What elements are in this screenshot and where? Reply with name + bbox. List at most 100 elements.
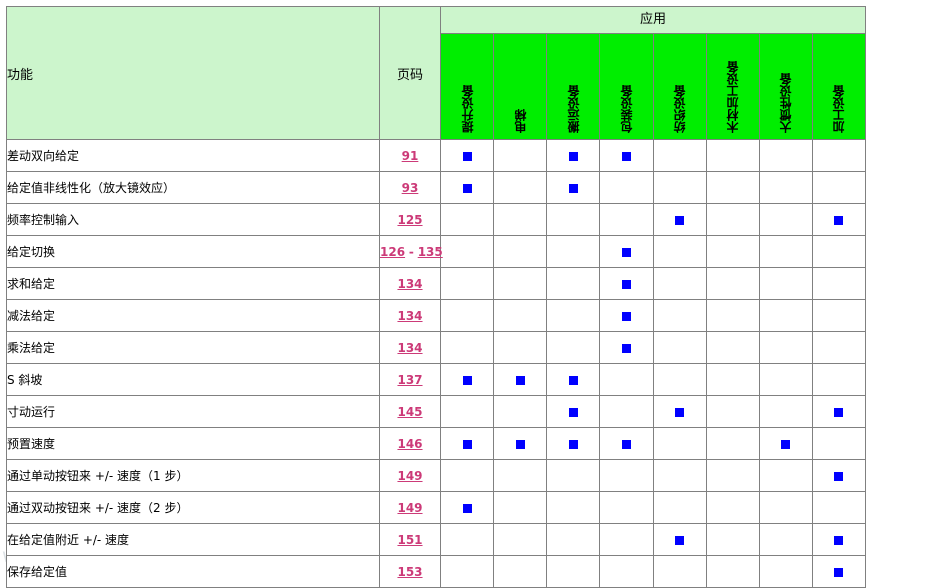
empty-marker: [781, 248, 790, 257]
cell-function-name: 通过单动按钮来 +/- 速度（1 步）: [6, 459, 380, 492]
cell-empty: [758, 395, 813, 428]
empty-marker: [675, 280, 684, 289]
cell-function-name: 差动双向给定: [6, 139, 380, 172]
cell-marked: [546, 427, 601, 460]
cell-page-reference: 153: [379, 555, 441, 588]
blue-square-marker-icon: [621, 440, 631, 449]
cell-page-reference: 126 - 135: [379, 235, 443, 268]
cell-empty: [652, 139, 707, 172]
cell-marked: [599, 427, 654, 460]
cell-empty: [599, 523, 654, 556]
empty-marker: [622, 408, 631, 417]
empty-marker: [781, 536, 790, 545]
blue-square-marker-icon: [515, 376, 525, 385]
page-link[interactable]: 135: [417, 244, 443, 259]
empty-marker: [834, 184, 843, 193]
cell-empty: [705, 299, 760, 332]
cell-function-name: 求和给定: [6, 267, 380, 300]
page-link[interactable]: 93: [401, 180, 419, 195]
empty-marker: [728, 344, 737, 353]
empty-marker: [834, 440, 843, 449]
cell-empty: [493, 267, 548, 300]
cell-function-name: 保存给定值: [6, 555, 380, 588]
empty-marker: [516, 568, 525, 577]
column-header-label: 电梯: [513, 109, 528, 133]
cell-empty: [652, 171, 707, 204]
empty-marker: [516, 248, 525, 257]
cell-empty: [811, 139, 867, 172]
page-link[interactable]: 134: [397, 340, 423, 355]
empty-marker: [569, 504, 578, 513]
empty-marker: [569, 536, 578, 545]
page-link[interactable]: 91: [401, 148, 419, 163]
empty-marker: [834, 504, 843, 513]
cell-function-name: 频率控制输入: [6, 203, 380, 236]
cell-empty: [652, 555, 707, 588]
cell-empty: [439, 267, 495, 300]
cell-empty: [758, 363, 813, 396]
empty-marker: [516, 504, 525, 513]
cell-empty: [811, 171, 867, 204]
blue-square-marker-icon: [515, 440, 525, 449]
blue-square-marker-icon: [834, 216, 844, 225]
cell-marked: [599, 235, 654, 268]
column-header-label: 大惯性设备: [779, 73, 794, 133]
empty-marker: [834, 344, 843, 353]
blue-square-marker-icon: [568, 376, 578, 385]
cell-marked: [758, 427, 813, 460]
cell-empty: [811, 363, 867, 396]
page-link[interactable]: 125: [397, 212, 423, 227]
blue-square-marker-icon: [462, 376, 472, 385]
blue-square-marker-icon: [621, 312, 631, 321]
empty-marker: [728, 568, 737, 577]
cell-marked: [599, 299, 654, 332]
cell-page-reference: 91: [379, 139, 441, 172]
empty-marker: [516, 472, 525, 481]
blue-square-marker-icon: [462, 504, 472, 513]
page-link[interactable]: 153: [397, 564, 423, 579]
blue-square-marker-icon: [462, 440, 472, 449]
table-row: 通过单动按钮来 +/- 速度（1 步） 149: [6, 459, 867, 492]
column-header-application-2: 电梯: [493, 33, 548, 140]
empty-marker: [622, 536, 631, 545]
page-link[interactable]: 151: [397, 532, 423, 547]
cell-empty: [599, 203, 654, 236]
page-link[interactable]: 137: [397, 372, 423, 387]
cell-marked: [439, 171, 495, 204]
blue-square-marker-icon: [675, 216, 685, 225]
page-link[interactable]: 126: [380, 244, 406, 259]
empty-marker: [569, 312, 578, 321]
cell-function-name: 预置速度: [6, 427, 380, 460]
cell-empty: [811, 427, 867, 460]
empty-marker: [463, 280, 472, 289]
cell-empty: [705, 427, 760, 460]
empty-marker: [675, 184, 684, 193]
empty-marker: [781, 568, 790, 577]
cell-page-reference: 134: [379, 331, 441, 364]
column-header-application-group: 应用: [440, 5, 866, 35]
table-row: 保存给定值 153: [6, 555, 867, 588]
empty-marker: [834, 248, 843, 257]
empty-marker: [728, 472, 737, 481]
page-link[interactable]: 145: [397, 404, 423, 419]
cell-empty: [758, 555, 813, 588]
page-link[interactable]: 149: [397, 468, 423, 483]
empty-marker: [728, 184, 737, 193]
empty-marker: [463, 312, 472, 321]
empty-marker: [675, 440, 684, 449]
page-link[interactable]: 149: [397, 500, 423, 515]
empty-marker: [569, 344, 578, 353]
blue-square-marker-icon: [675, 408, 685, 417]
page-link[interactable]: 134: [397, 276, 423, 291]
cell-empty: [758, 235, 813, 268]
cell-empty: [705, 459, 760, 492]
column-header-page: 页码: [379, 6, 441, 140]
page-link[interactable]: 134: [397, 308, 423, 323]
page-link[interactable]: 146: [397, 436, 423, 451]
cell-empty: [652, 363, 707, 396]
empty-marker: [728, 280, 737, 289]
cell-marked: [811, 203, 867, 236]
cell-empty: [652, 459, 707, 492]
cell-empty: [811, 331, 867, 364]
cell-empty: [758, 491, 813, 524]
